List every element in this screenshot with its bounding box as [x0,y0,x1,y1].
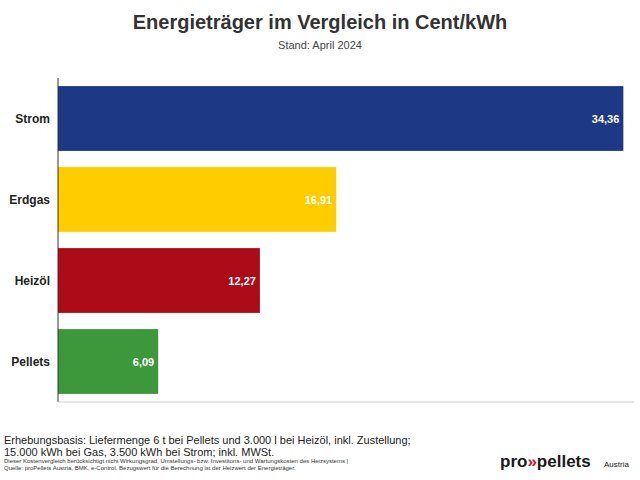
category-label: Pellets [11,355,50,369]
category-label: Erdgas [9,193,50,207]
bar [58,167,336,232]
data-label: 16,91 [305,194,333,206]
logo-part: » [527,452,536,471]
logo-part: pellets [537,452,591,471]
bar [58,86,623,151]
labels: Strom 34,36 Erdgas 16,91 Heizöl 12,27 Pellets 6… [9,112,619,369]
bar [58,329,158,394]
chart-svg: Energieträger im Vergleich in Cent/kWh St… [0,0,640,480]
logo-part: pro [500,452,527,471]
annotation: Erhebungsbasis: Liefermenge 6 t bei Pell… [4,434,411,446]
annotation: 15.000 kWh bei Gas, 3.500 kWh bei Strom;… [4,446,274,458]
note: Quelle: proPellets Austria, BMK, e-Contr… [4,465,296,471]
data-label: 6,09 [133,356,154,368]
logo: pro»pellets [500,452,591,471]
bar [58,248,260,313]
value-axis [58,402,634,403]
page: {"chart_data": { "type": "bar", "orienta… [0,0,640,480]
bars [58,86,623,394]
data-label: 12,27 [228,275,256,287]
category-axis [58,78,59,402]
category-label: Strom [15,112,50,126]
subtitle: Stand: April 2024 [278,39,362,51]
category-label: Heizöl [15,274,50,288]
chart-container: Energieträger im Vergleich in Cent/kWh St… [0,0,640,480]
title: Energieträger im Vergleich in Cent/kWh [133,11,508,33]
note: Dieser Kostenvergleich berücksichtigt ni… [4,458,349,464]
data-label: 34,36 [592,113,620,125]
logo-sub: Austria [604,460,629,469]
